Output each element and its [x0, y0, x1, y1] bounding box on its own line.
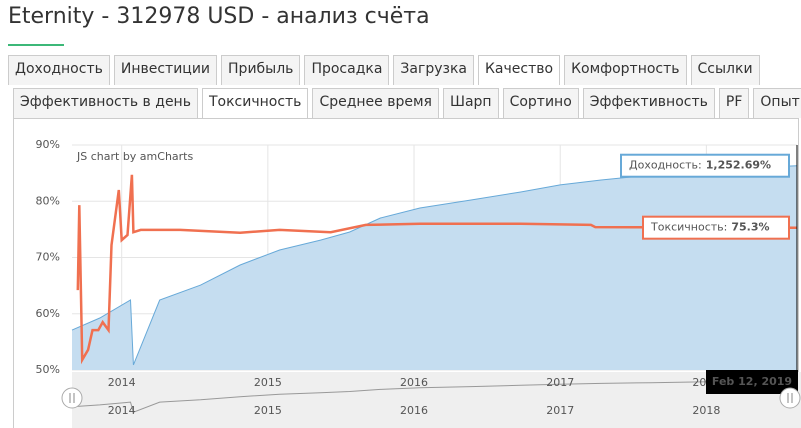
balloon-name: Токсичность:	[650, 221, 727, 234]
scrollbar-label: 2014	[108, 404, 136, 417]
cursor-label: Feb 12, 2019	[712, 375, 792, 388]
title-underline	[8, 44, 64, 46]
tab[interactable]: Токсичность	[201, 88, 309, 118]
scrollbar-label: 2017	[546, 404, 574, 417]
tab[interactable]: Прибыль	[221, 55, 301, 85]
tab[interactable]: Среднее время	[312, 88, 439, 118]
y-tick-label: 90%	[36, 138, 60, 151]
x-tick-label: 2014	[108, 376, 136, 389]
tab[interactable]: Опыт	[753, 88, 801, 118]
tab[interactable]: Качество	[477, 55, 561, 85]
tab[interactable]: Просадка	[304, 55, 390, 85]
subtabs: Эффективность в день Токсичность Среднее в…	[13, 88, 801, 118]
scrollbar-label: 2018	[692, 404, 720, 417]
y-tick-label: 70%	[36, 251, 60, 264]
balloon-name: Доходность:	[629, 159, 702, 172]
area	[72, 165, 797, 370]
chart-panel	[13, 118, 799, 428]
scrollbar-label: 2015	[254, 404, 282, 417]
y-tick-label: 60%	[36, 307, 60, 320]
balloon-text: Токсичность: 75.3%	[650, 221, 770, 234]
tab[interactable]: Загрузка	[393, 55, 474, 85]
scroll-grip	[61, 387, 83, 409]
y-tick-label: 80%	[36, 194, 60, 207]
x-tick-label: 2017	[546, 376, 574, 389]
y-tick-label: 50%	[36, 363, 60, 376]
scrollbar-line	[71, 380, 798, 413]
tab[interactable]: Эффективность	[582, 88, 715, 118]
balloon-text: Доходность: 1,252.69%	[629, 159, 771, 172]
x-tick-label: 2015	[254, 376, 282, 389]
tab[interactable]: Комфортность	[564, 55, 687, 85]
balloon	[642, 215, 790, 240]
tab[interactable]: Ссылки	[690, 55, 760, 85]
balloon	[620, 153, 790, 178]
credit: JS chart by amCharts	[76, 150, 193, 163]
tab[interactable]: Инвестиции	[113, 55, 218, 85]
balloon-value: 75.3%	[731, 221, 769, 234]
scroll-grip	[779, 387, 801, 409]
tab[interactable]: Эффективность в день	[13, 88, 198, 118]
series-line	[76, 174, 798, 365]
tab[interactable]: Доходность	[8, 55, 110, 85]
cursor-box	[706, 370, 798, 394]
x-tick-label: 2016	[400, 376, 428, 389]
scrollbar-label: 2016	[400, 404, 428, 417]
balloon-value: 1,252.69%	[706, 159, 771, 172]
tab[interactable]: Шарп	[442, 88, 499, 118]
page-title: Eternity - 312978 USD - анализ счёта	[8, 4, 430, 29]
tab[interactable]: Сортино	[502, 88, 579, 118]
tabs: Доходность Инвестиции Прибыль Просадка Загру…	[8, 55, 760, 85]
tab[interactable]: PF	[718, 88, 750, 118]
